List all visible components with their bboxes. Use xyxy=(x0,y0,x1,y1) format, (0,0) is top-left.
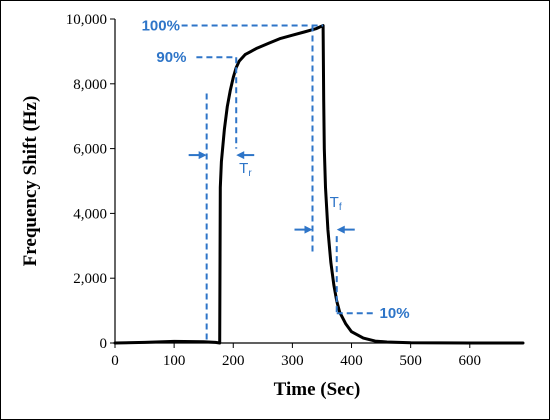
x-tick-label: 400 xyxy=(340,353,363,369)
fall-time-label-subscript: f xyxy=(339,202,342,213)
fall-right-arrow-head xyxy=(336,225,345,234)
rise-time-label-subscript: r xyxy=(248,168,252,179)
ten-percent-label: 10% xyxy=(380,305,410,322)
x-tick-label: 500 xyxy=(399,353,422,369)
y-tick-label: 6,000 xyxy=(73,142,107,158)
rise-right-arrow-head xyxy=(236,151,245,160)
x-axis-title: Time (Sec) xyxy=(274,379,361,400)
fall-time-label-symbol: T xyxy=(330,194,339,211)
fall-left-arrow-head xyxy=(304,225,313,234)
y-tick-label: 0 xyxy=(100,336,108,352)
fall-time-label: Tf xyxy=(330,194,342,213)
rise-time-label: Tr xyxy=(239,160,252,179)
x-tick-label: 0 xyxy=(111,353,119,369)
x-tick-label: 200 xyxy=(222,353,245,369)
plot-area: 0 2,000 4,000 6,000 8,000 10,000 0 100 200 300 400… xyxy=(66,12,525,369)
y-tick-label: 2,000 xyxy=(73,271,107,287)
x-tick-label: 600 xyxy=(459,353,482,369)
hundred-percent-label: 100% xyxy=(142,17,180,34)
x-tick-label: 300 xyxy=(281,353,304,369)
rise-left-arrow-head xyxy=(198,151,207,160)
x-tick-label: 100 xyxy=(163,353,186,369)
rise-time-label-symbol: T xyxy=(239,160,248,177)
y-tick-label: 10,000 xyxy=(66,12,107,28)
y-tick-label: 4,000 xyxy=(73,206,107,222)
frequency-shift-series-line xyxy=(113,24,525,345)
y-axis-title: Frequency Shift (Hz) xyxy=(20,96,41,267)
ninety-percent-label: 90% xyxy=(156,49,186,66)
y-tick-label: 8,000 xyxy=(73,77,107,93)
